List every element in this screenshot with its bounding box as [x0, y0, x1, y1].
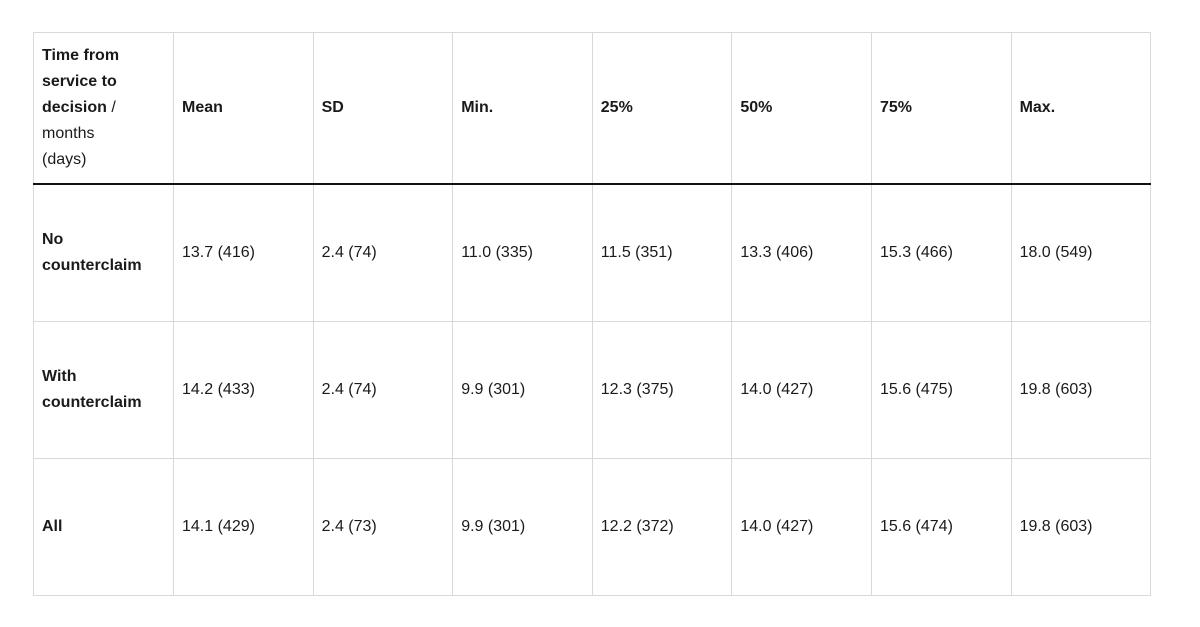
corner-title-regular: / months (days) — [42, 99, 116, 168]
table-cell: 12.2 (372) — [591, 457, 733, 596]
row-label: With counterclaim — [33, 320, 174, 459]
table-cell: 2.4 (74) — [312, 320, 454, 459]
header-cell-50pct: 50% — [731, 32, 872, 185]
header-cell-row-label: Time from service to decision / months (… — [33, 32, 174, 185]
table-cell: 11.0 (335) — [452, 183, 593, 322]
header-cell-75pct: 75% — [870, 32, 1012, 185]
table-cell: 9.9 (301) — [452, 457, 593, 596]
header-cell-max: Max. — [1010, 32, 1152, 185]
table-cell: 19.8 (603) — [1010, 457, 1152, 596]
table-cell: 14.0 (427) — [731, 457, 872, 596]
header-cell-25pct: 25% — [591, 32, 733, 185]
table-header: Time from service to decision / months (… — [33, 32, 1152, 185]
table-cell: 12.3 (375) — [591, 320, 733, 459]
statistics-table: Time from service to decision / months (… — [33, 32, 1152, 596]
row-label: All — [33, 457, 174, 596]
table-cell: 14.2 (433) — [173, 320, 314, 459]
header-cell-min: Min. — [452, 32, 593, 185]
table-cell: 2.4 (74) — [312, 183, 454, 322]
table-cell: 11.5 (351) — [591, 183, 733, 322]
header-cell-mean: Mean — [173, 32, 314, 185]
table-body: No counterclaim 13.7 (416) 2.4 (74) 11.0… — [33, 183, 1152, 596]
table-cell: 19.8 (603) — [1010, 320, 1152, 459]
table-cell: 15.6 (475) — [870, 320, 1012, 459]
table-cell: 15.3 (466) — [870, 183, 1012, 322]
table-row-no-counterclaim: No counterclaim 13.7 (416) 2.4 (74) 11.0… — [33, 183, 1152, 322]
table-cell: 13.3 (406) — [731, 183, 872, 322]
table-row-all: All 14.1 (429) 2.4 (73) 9.9 (301) 12.2 (… — [33, 457, 1152, 596]
corner-title-bold: Time from service to decision — [42, 47, 120, 116]
table-row-with-counterclaim: With counterclaim 14.2 (433) 2.4 (74) 9.… — [33, 320, 1152, 459]
table-cell: 13.7 (416) — [173, 183, 314, 322]
table-cell: 15.6 (474) — [870, 457, 1012, 596]
header-cell-sd: SD — [312, 32, 454, 185]
table-cell: 14.1 (429) — [173, 457, 314, 596]
row-label: No counterclaim — [33, 183, 174, 322]
table-cell: 9.9 (301) — [452, 320, 593, 459]
table-cell: 14.0 (427) — [731, 320, 872, 459]
table-cell: 18.0 (549) — [1010, 183, 1152, 322]
header-row: Time from service to decision / months (… — [33, 32, 1152, 185]
table-cell: 2.4 (73) — [312, 457, 454, 596]
corner-title: Time from service to decision / months (… — [42, 43, 138, 173]
